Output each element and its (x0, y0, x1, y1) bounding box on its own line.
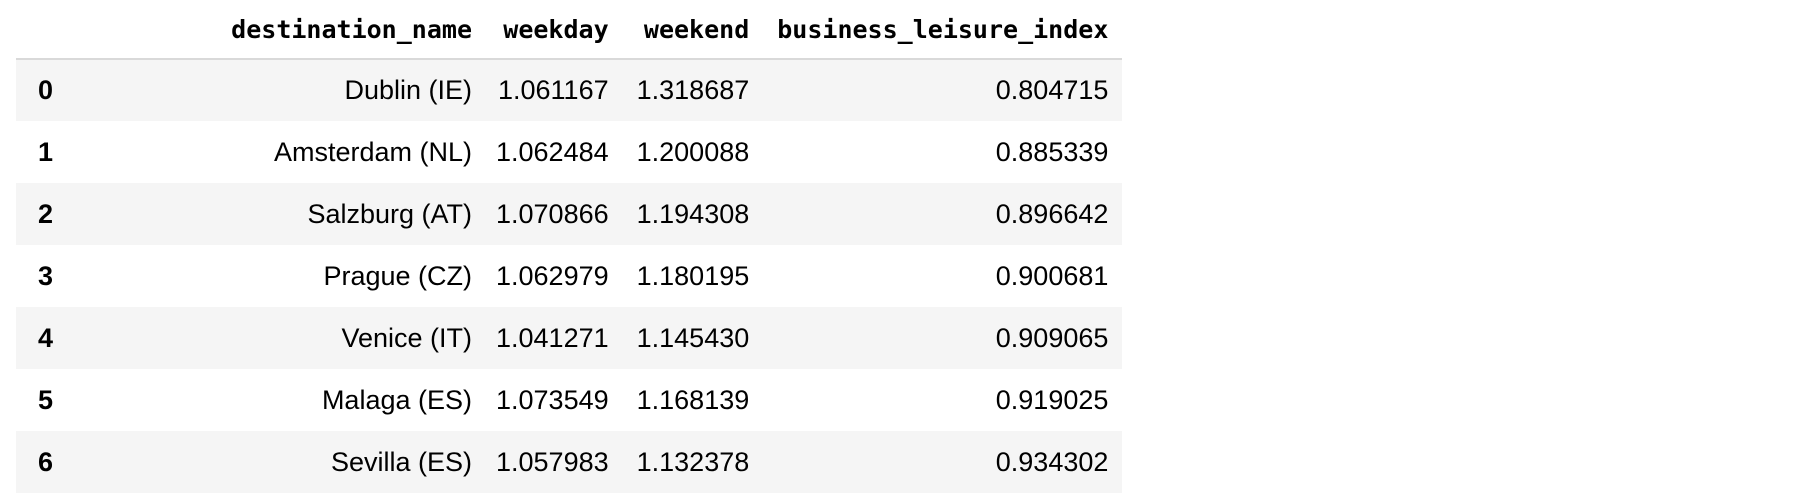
row-index: 3 (38, 260, 54, 291)
column-header-business-leisure-index: business_leisure_index (763, 0, 1123, 60)
table-body: 0 Dublin (IE) 1.061167 1.318687 0.804715… (16, 59, 1123, 493)
cell-weekday: 1.041271 (496, 322, 609, 353)
table-row: 6 Sevilla (ES) 1.057983 1.132378 0.93430… (16, 431, 1123, 493)
cell-business-leisure-index: 0.919025 (995, 384, 1109, 415)
cell-destination-name: Venice (IT) (341, 322, 472, 353)
column-header-destination-name: destination_name (114, 0, 482, 60)
cell-business-leisure-index: 0.896642 (995, 198, 1109, 229)
dataframe-table: destination_name weekday weekend busines… (16, 0, 1123, 493)
cell-destination-name: Salzburg (AT) (307, 198, 472, 229)
cell-weekend: 1.145430 (636, 322, 750, 353)
cell-business-leisure-index: 0.909065 (995, 322, 1109, 353)
cell-weekend: 1.194308 (636, 198, 750, 229)
index-column-header (16, 0, 114, 60)
cell-business-leisure-index: 0.804715 (995, 75, 1109, 105)
dataframe-output: destination_name weekday weekend busines… (16, 0, 1123, 493)
column-header-weekend: weekend (622, 0, 764, 60)
cell-weekday: 1.062484 (496, 136, 609, 167)
cell-weekend: 1.318687 (636, 75, 750, 105)
row-index: 0 (38, 75, 54, 105)
row-index: 6 (38, 446, 54, 477)
cell-business-leisure-index: 0.885339 (995, 136, 1109, 167)
cell-weekday: 1.070866 (496, 198, 609, 229)
table-row: 2 Salzburg (AT) 1.070866 1.194308 0.8966… (16, 183, 1123, 245)
cell-destination-name: Dublin (IE) (344, 75, 472, 105)
column-header-weekday: weekday (482, 0, 623, 60)
cell-weekday: 1.057983 (496, 446, 609, 477)
cell-weekend: 1.180195 (636, 260, 750, 291)
row-index: 1 (38, 136, 54, 167)
cell-destination-name: Malaga (ES) (321, 384, 472, 415)
cell-destination-name: Prague (CZ) (323, 260, 472, 291)
cell-weekday: 1.062979 (496, 260, 609, 291)
table-row: 0 Dublin (IE) 1.061167 1.318687 0.804715 (16, 59, 1123, 121)
cell-weekend: 1.200088 (636, 136, 750, 167)
table-row: 3 Prague (CZ) 1.062979 1.180195 0.900681 (16, 245, 1123, 307)
cell-business-leisure-index: 0.934302 (995, 446, 1109, 477)
cell-weekend: 1.132378 (636, 446, 750, 477)
header-row: destination_name weekday weekend busines… (16, 0, 1123, 60)
cell-weekend: 1.168139 (636, 384, 750, 415)
row-index: 2 (38, 198, 54, 229)
table-row: 1 Amsterdam (NL) 1.062484 1.200088 0.885… (16, 121, 1123, 183)
cell-weekday: 1.073549 (496, 384, 609, 415)
row-index: 5 (38, 384, 54, 415)
table-header: destination_name weekday weekend busines… (16, 0, 1123, 60)
cell-weekday: 1.061167 (498, 75, 609, 105)
cell-destination-name: Sevilla (ES) (330, 446, 472, 477)
cell-destination-name: Amsterdam (NL) (273, 136, 472, 167)
row-index: 4 (38, 322, 54, 353)
cell-business-leisure-index: 0.900681 (995, 260, 1109, 291)
table-row: 5 Malaga (ES) 1.073549 1.168139 0.919025 (16, 369, 1123, 431)
table-row: 4 Venice (IT) 1.041271 1.145430 0.909065 (16, 307, 1123, 369)
